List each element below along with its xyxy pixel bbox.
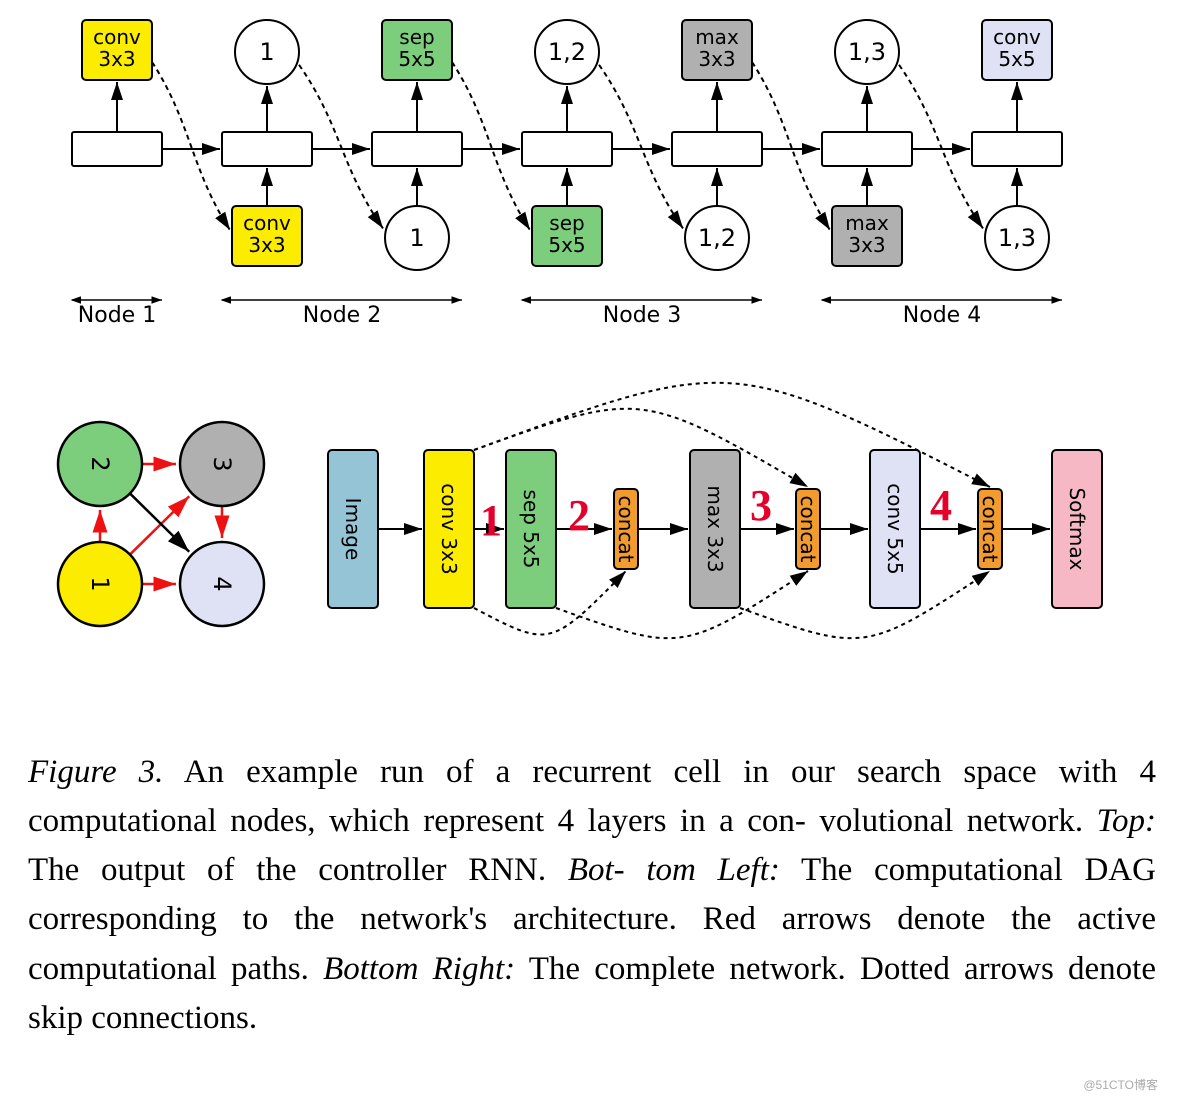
node-span-label: Node 4: [903, 303, 981, 328]
caption-top-label: Top:: [1097, 803, 1156, 839]
op-label: conv: [93, 25, 141, 49]
op-label: 5x5: [548, 233, 585, 257]
caption-body: An example run of a recurrent cell in ou…: [28, 754, 1156, 839]
index-label: 1: [409, 224, 424, 252]
pipeline-block-label: concat: [796, 495, 820, 562]
skip-arrow: [752, 62, 830, 230]
pipeline-skip-arrow: [740, 571, 990, 638]
figure-label: Figure 3.: [28, 754, 163, 790]
caption-top-text: The output of the controller RNN.: [28, 852, 568, 888]
op-label: 3x3: [98, 47, 135, 71]
hand-annotation: 4: [930, 481, 952, 530]
figure-svg: conv3x31conv3x3sep5x511,2sep5x5max3x31,2…: [0, 0, 1184, 720]
op-label: max: [845, 211, 889, 235]
pipeline-block-label: conv 3x3: [437, 483, 461, 574]
op-label: conv: [993, 25, 1041, 49]
dag-node-label: 4: [208, 576, 236, 591]
op-label: sep: [399, 25, 434, 49]
dag-node-label: 2: [86, 456, 114, 471]
dag-node-label: 1: [86, 576, 114, 591]
op-label: 5x5: [998, 47, 1035, 71]
op-label: sep: [549, 211, 584, 235]
caption-bottomright-label: Bottom Right:: [323, 951, 515, 987]
hand-annotation: 1: [480, 496, 502, 545]
node-span-label: Node 2: [303, 303, 381, 328]
rnn-cell-rect: [972, 132, 1062, 166]
pipeline-block-label: concat: [978, 495, 1002, 562]
index-label: 1,2: [548, 38, 586, 66]
rnn-cell-rect: [822, 132, 912, 166]
index-label: 1,3: [848, 38, 886, 66]
op-label: 3x3: [698, 47, 735, 71]
pipeline-block-label: Image: [341, 498, 365, 561]
watermark: @51CTO博客: [1083, 1076, 1158, 1093]
op-label: 3x3: [848, 233, 885, 257]
pipeline-block-label: sep 5x5: [519, 489, 543, 568]
pipeline-block-label: conv 5x5: [883, 483, 907, 574]
skip-arrow: [152, 62, 230, 230]
hand-annotation: 2: [568, 491, 590, 540]
op-label: 3x3: [248, 233, 285, 257]
index-label: 1,3: [998, 224, 1036, 252]
pipeline-skip-arrow: [556, 571, 808, 638]
index-label: 1,2: [698, 224, 736, 252]
rnn-cell-rect: [72, 132, 162, 166]
pipeline-block-label: concat: [614, 495, 638, 562]
skip-arrow: [452, 62, 530, 230]
index-label: 1: [259, 38, 274, 66]
rnn-cell-rect: [372, 132, 462, 166]
node-span-label: Node 1: [78, 303, 156, 328]
op-label: max: [695, 25, 739, 49]
op-label: conv: [243, 211, 291, 235]
op-label: 5x5: [398, 47, 435, 71]
rnn-cell-rect: [222, 132, 312, 166]
rnn-cell-rect: [672, 132, 762, 166]
hand-annotation: 3: [750, 481, 772, 530]
node-span-label: Node 3: [603, 303, 681, 328]
caption-bottomleft-label: Bot- tom Left:: [568, 852, 780, 888]
pipeline-block-label: Softmax: [1065, 487, 1089, 570]
pipeline-block-label: max 3x3: [703, 485, 727, 572]
rnn-cell-rect: [522, 132, 612, 166]
figure-caption: Figure 3. An example run of a recurrent …: [28, 748, 1156, 1043]
dag-edge: [130, 493, 189, 551]
dag-edge: [130, 496, 189, 554]
dag-node-label: 3: [208, 456, 236, 471]
